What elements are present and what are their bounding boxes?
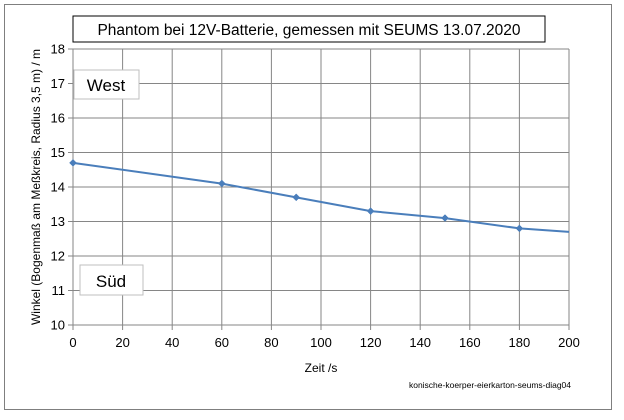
data-point <box>366 207 375 216</box>
x-axis-label: Zeit /s <box>305 361 338 375</box>
sued-label-box <box>79 264 144 296</box>
y-tick-label: 17 <box>51 76 65 91</box>
west-label-box <box>73 69 140 100</box>
chart-title: Phantom bei 12V-Batterie, gemessen mit S… <box>97 22 520 39</box>
x-tick-label: 180 <box>509 335 531 350</box>
y-tick-label: 14 <box>51 180 65 195</box>
x-tick-label: 60 <box>215 335 229 350</box>
x-tick-label: 160 <box>459 335 481 350</box>
x-tick-label: 0 <box>69 335 76 350</box>
data-point <box>292 193 301 202</box>
grid <box>72 48 570 326</box>
series <box>69 158 570 233</box>
chart-frame <box>4 4 612 410</box>
y-tick-label: 16 <box>51 111 65 126</box>
x-tick-label: 140 <box>409 335 431 350</box>
tick-labels: 0 20 40 60 80 100 120 140 160 180 200 10 11 12 13 14 15 1… <box>51 42 580 351</box>
y-tick-label: 18 <box>51 42 65 57</box>
footnote: konische-koerper-eierkarton-seums-diag04 <box>409 380 571 390</box>
y-axis-label: Winkel (Bogenmaß am Meßkreis, Radius 3,5… <box>29 49 43 325</box>
data-point <box>441 214 449 222</box>
y-tick-label: 10 <box>51 318 65 333</box>
x-tick-label: 200 <box>558 335 580 350</box>
y-tick-label: 11 <box>52 283 66 298</box>
sued-label: Süd <box>96 272 126 291</box>
x-tick-label: 20 <box>115 335 129 350</box>
data-point <box>217 179 226 188</box>
data-point <box>69 158 77 167</box>
y-tick-label: 12 <box>51 249 65 264</box>
x-tick-label: 80 <box>264 335 278 350</box>
axes <box>68 48 570 330</box>
data-point <box>515 224 524 233</box>
title-box <box>72 15 546 43</box>
x-tick-label: 40 <box>165 335 179 350</box>
y-tick-label: 15 <box>51 145 65 160</box>
y-tick-label: 13 <box>51 214 65 229</box>
x-tick-label: 100 <box>310 335 332 350</box>
x-tick-label: 120 <box>360 335 382 350</box>
west-label: West <box>87 76 126 95</box>
